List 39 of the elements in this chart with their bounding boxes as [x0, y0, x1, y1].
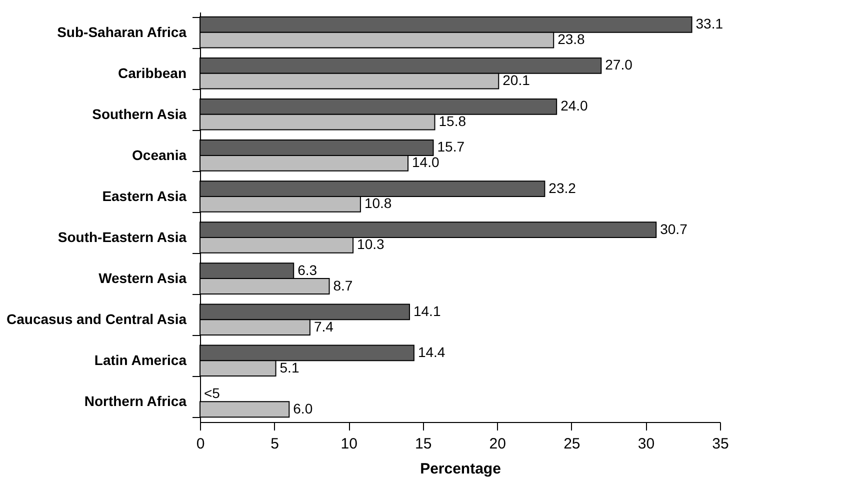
data-label: 6.0 [293, 400, 313, 416]
x-axis-title: Percentage [420, 460, 501, 478]
x-tick-label: 30 [638, 436, 655, 452]
x-tick-label: 35 [712, 436, 729, 452]
data-label: 23.8 [558, 31, 586, 48]
data-label: 14.4 [418, 344, 446, 360]
data-label: 14.1 [413, 302, 441, 319]
data-label: 15.7 [437, 138, 465, 155]
y-tick-label: Caucasus and Central Asia [6, 311, 187, 328]
data-label: 14.0 [412, 154, 440, 170]
data-label: 5.1 [280, 359, 300, 376]
y-tick-label: Caribbean [118, 64, 186, 81]
data-label: 20.1 [502, 72, 530, 88]
x-tick-label: 20 [489, 436, 506, 452]
data-label: 6.3 [298, 262, 318, 278]
y-tick-label: Eastern Asia [102, 188, 187, 204]
data-label: 10.3 [357, 236, 384, 252]
x-tick-label: 10 [340, 436, 358, 452]
y-tick-label: Southern Asia [92, 106, 187, 122]
x-tick-label: 15 [415, 436, 432, 452]
data-label: 15.8 [438, 113, 466, 130]
y-tick-label: Western Asia [98, 270, 187, 286]
data-label: 23.2 [548, 180, 576, 196]
y-tick-label: Sub-Saharan Africa [57, 24, 187, 40]
data-label: 7.4 [314, 318, 334, 334]
x-tick-label: 5 [270, 436, 279, 452]
y-tick-label: Oceania [132, 146, 187, 163]
data-label: 33.1 [696, 16, 724, 32]
y-tick-label: Latin America [94, 352, 187, 368]
y-tick-label: Northern Africa [84, 393, 187, 410]
text: <5 [204, 384, 220, 401]
data-label: 27.0 [605, 56, 633, 73]
data-label: 24.0 [560, 98, 588, 114]
data-label: 30.7 [660, 220, 688, 237]
x-tick-label: 0 [196, 436, 205, 452]
data-label: 8.7 [333, 277, 353, 294]
data-label: 10.8 [364, 195, 392, 212]
x-tick-label: 25 [564, 436, 580, 452]
y-tick-label: South-Eastern Asia [58, 229, 187, 246]
